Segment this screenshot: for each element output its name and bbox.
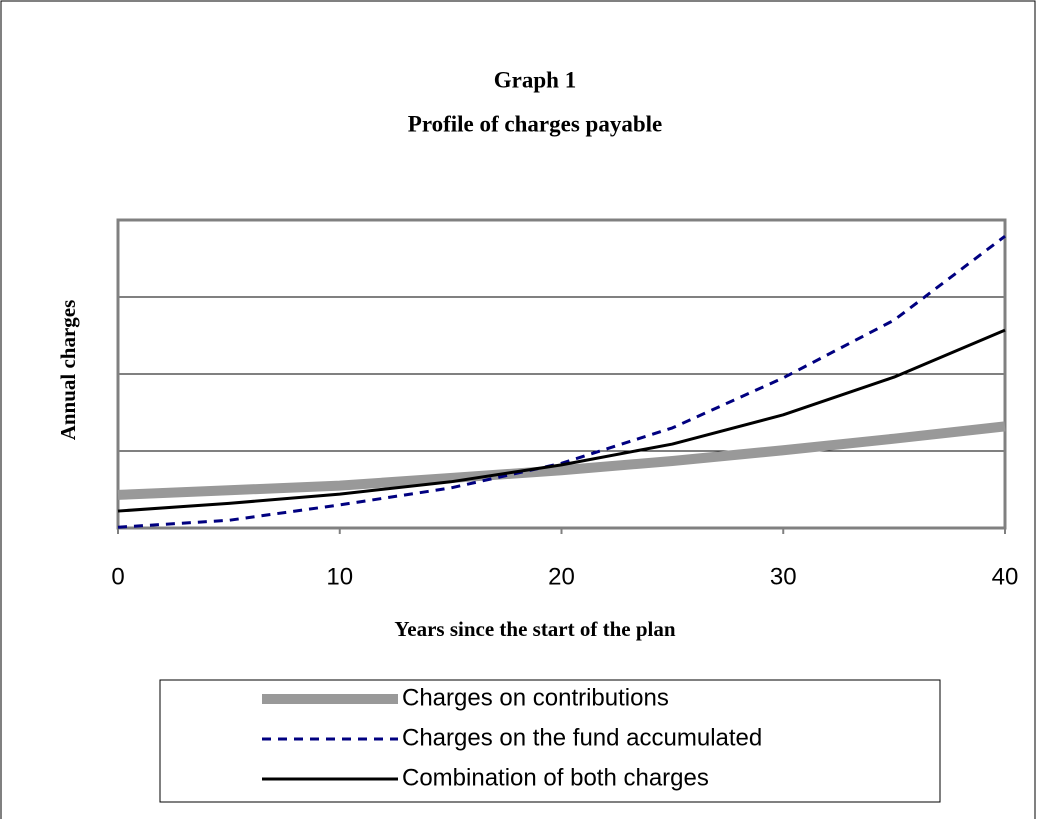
legend-label: Combination of both charges xyxy=(402,764,709,791)
y-axis-label: Annual charges xyxy=(56,300,80,441)
chart-title: Graph 1 xyxy=(494,67,576,92)
series-line xyxy=(117,234,1006,529)
x-tick-label: 0 xyxy=(111,563,124,590)
x-tick-label: 20 xyxy=(548,563,575,590)
x-axis-label: Years since the start of the plan xyxy=(394,617,675,641)
legend-label: Charges on contributions xyxy=(402,684,669,711)
x-tick-label: 30 xyxy=(770,563,797,590)
legend-label: Charges on the fund accumulated xyxy=(402,724,762,751)
series-line xyxy=(117,421,1006,500)
chart-subtitle: Profile of charges payable xyxy=(408,111,662,136)
x-tick-label: 10 xyxy=(326,563,353,590)
series-line xyxy=(117,328,1006,513)
x-tick-label: 40 xyxy=(992,563,1019,590)
